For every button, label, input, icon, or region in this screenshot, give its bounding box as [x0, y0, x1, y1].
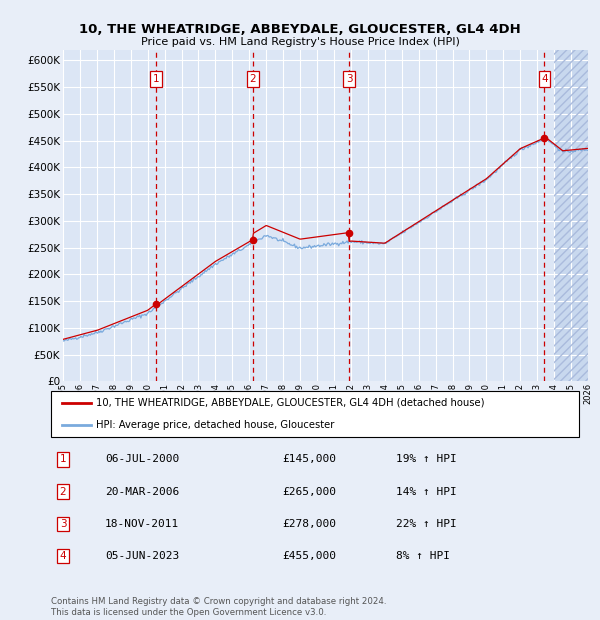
Bar — [554, 50, 588, 381]
Text: £455,000: £455,000 — [282, 551, 336, 561]
Text: 18-NOV-2011: 18-NOV-2011 — [105, 519, 179, 529]
Text: 20-MAR-2006: 20-MAR-2006 — [105, 487, 179, 497]
Text: 10, THE WHEATRIDGE, ABBEYDALE, GLOUCESTER, GL4 4DH (detached house): 10, THE WHEATRIDGE, ABBEYDALE, GLOUCESTE… — [96, 397, 484, 408]
Text: 05-JUN-2023: 05-JUN-2023 — [105, 551, 179, 561]
Text: Price paid vs. HM Land Registry's House Price Index (HPI): Price paid vs. HM Land Registry's House … — [140, 37, 460, 47]
Text: 4: 4 — [59, 551, 67, 561]
Text: HPI: Average price, detached house, Gloucester: HPI: Average price, detached house, Glou… — [96, 420, 334, 430]
Text: £278,000: £278,000 — [282, 519, 336, 529]
Text: 2: 2 — [59, 487, 67, 497]
Text: 1: 1 — [153, 74, 160, 84]
Text: 3: 3 — [346, 74, 352, 84]
Text: 10, THE WHEATRIDGE, ABBEYDALE, GLOUCESTER, GL4 4DH: 10, THE WHEATRIDGE, ABBEYDALE, GLOUCESTE… — [79, 23, 521, 36]
Text: 3: 3 — [59, 519, 67, 529]
Text: 2: 2 — [250, 74, 256, 84]
Text: £145,000: £145,000 — [282, 454, 336, 464]
Bar — [554, 50, 588, 381]
Text: 14% ↑ HPI: 14% ↑ HPI — [396, 487, 457, 497]
Text: 19% ↑ HPI: 19% ↑ HPI — [396, 454, 457, 464]
Text: 1: 1 — [59, 454, 67, 464]
Text: 8% ↑ HPI: 8% ↑ HPI — [396, 551, 450, 561]
Text: 4: 4 — [541, 74, 548, 84]
Text: £265,000: £265,000 — [282, 487, 336, 497]
Text: 22% ↑ HPI: 22% ↑ HPI — [396, 519, 457, 529]
Text: Contains HM Land Registry data © Crown copyright and database right 2024.
This d: Contains HM Land Registry data © Crown c… — [51, 598, 386, 617]
Text: 06-JUL-2000: 06-JUL-2000 — [105, 454, 179, 464]
